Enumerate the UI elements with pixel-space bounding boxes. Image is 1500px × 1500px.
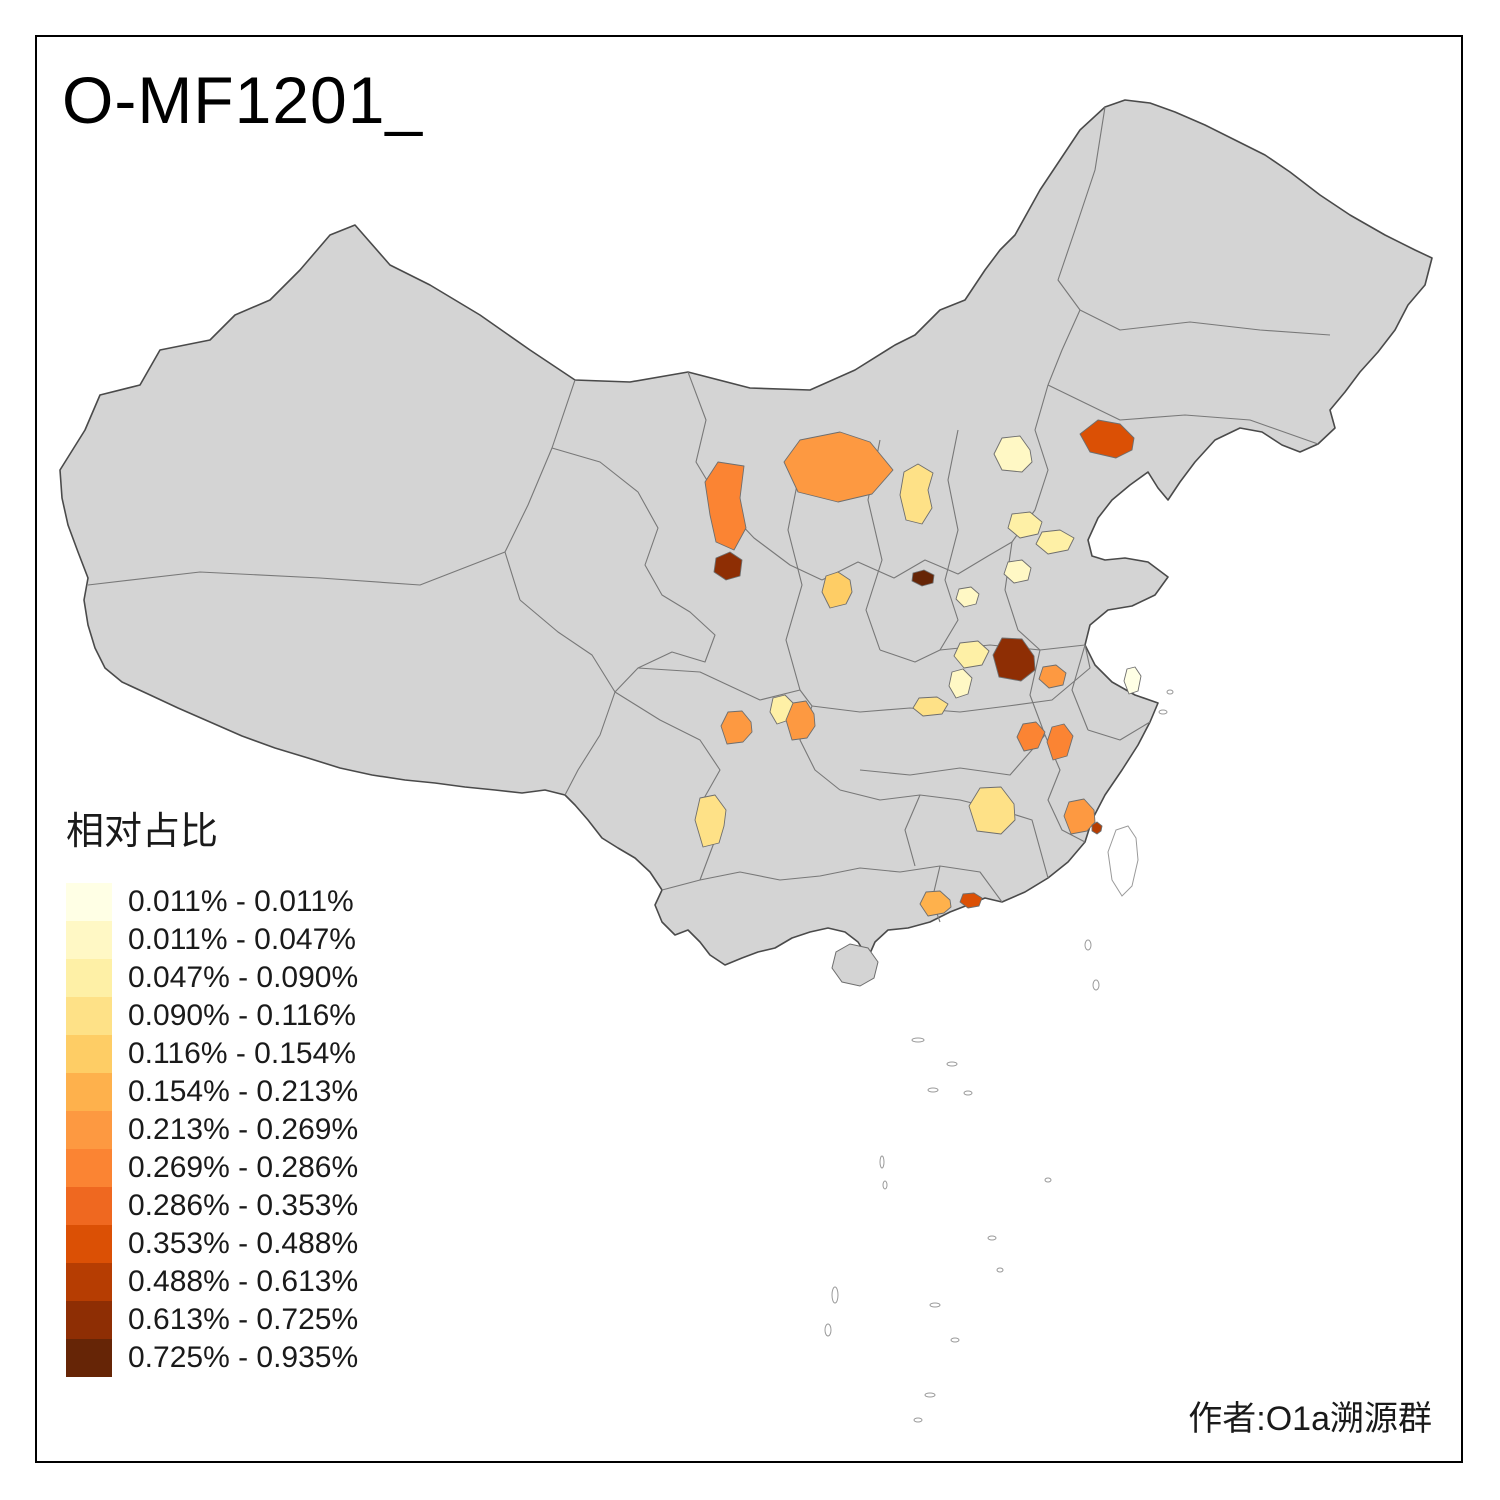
legend-item: 0.047% - 0.090% [66,959,358,997]
map-region [899,463,934,525]
map-region [968,786,1016,835]
legend-item: 0.353% - 0.488% [66,1225,358,1263]
legend-swatch [66,1073,112,1111]
legend-label: 0.047% - 0.090% [128,961,359,994]
legend-label: 0.011% - 0.047% [128,923,356,956]
map-region [912,696,949,717]
map-region [1035,529,1075,555]
legend-item: 0.154% - 0.213% [66,1073,358,1111]
legend-swatch [66,1301,112,1339]
taiwan-island [1107,825,1139,897]
colored-regions [694,419,1142,917]
legend-swatch [66,1263,112,1301]
legend-swatch [66,959,112,997]
legend-item: 0.269% - 0.286% [66,1149,358,1187]
legend-swatch [66,921,112,959]
map-region [1007,511,1043,539]
legend-swatch [66,1111,112,1149]
map-region [783,431,894,503]
legend: 相对占比 0.011% - 0.011% 0.011% - 0.047% 0.0… [66,800,358,1377]
map-region [919,890,952,917]
legend-item: 0.116% - 0.154% [66,1035,358,1073]
map-region [720,710,753,745]
map-region [1003,559,1032,584]
legend-label: 0.613% - 0.725% [128,1303,359,1336]
hainan-island [831,943,879,987]
page-border [35,35,1463,1463]
map-region [1091,821,1103,835]
legend-item: 0.286% - 0.353% [66,1187,358,1225]
map-region [992,637,1036,682]
map-region [911,569,935,587]
legend-label: 0.269% - 0.286% [128,1151,359,1184]
legend-item: 0.613% - 0.725% [66,1301,358,1339]
legend-label: 0.725% - 0.935% [128,1341,359,1374]
legend-item: 0.011% - 0.011% [66,883,358,921]
legend-label: 0.154% - 0.213% [128,1075,359,1108]
attribution: 作者:O1a溯源群 [1188,1400,1432,1438]
legend-label: 0.286% - 0.353% [128,1189,359,1222]
map-region [1038,664,1067,689]
legend-item: 0.090% - 0.116% [66,997,358,1035]
south-china-sea-islands [824,689,1174,1423]
map-region [704,461,747,551]
map-region [993,435,1033,473]
map-region [948,668,973,699]
legend-item: 0.213% - 0.269% [66,1111,358,1149]
page-title: O-MF1201_ [62,63,424,137]
map-region [1016,721,1046,752]
map-region [785,700,816,741]
legend-swatch [66,1187,112,1225]
legend-label: 0.213% - 0.269% [128,1113,359,1146]
china-outline [59,99,1433,966]
legend-swatch [66,997,112,1035]
map-region [1079,419,1135,459]
legend-swatch [66,1035,112,1073]
map-region [1046,723,1074,761]
map-region [953,640,990,669]
map-region [959,892,983,909]
legend-swatch [66,883,112,921]
legend-swatch [66,1225,112,1263]
legend-swatch [66,1149,112,1187]
legend-label: 0.011% - 0.011% [128,885,354,918]
legend-title: 相对占比 [66,811,219,853]
map-region [821,571,853,609]
legend-item: 0.011% - 0.047% [66,921,358,959]
legend-item: 0.488% - 0.613% [66,1263,358,1301]
legend-label: 0.488% - 0.613% [128,1265,359,1298]
map-region [955,586,980,608]
map-region [713,551,743,581]
map-region [694,794,727,848]
legend-label: 0.116% - 0.154% [128,1037,356,1070]
map-region [1123,666,1142,695]
legend-label: 0.353% - 0.488% [128,1227,359,1260]
legend-label: 0.090% - 0.116% [128,999,356,1032]
legend-swatch [66,1339,112,1377]
legend-item: 0.725% - 0.935% [66,1339,358,1377]
